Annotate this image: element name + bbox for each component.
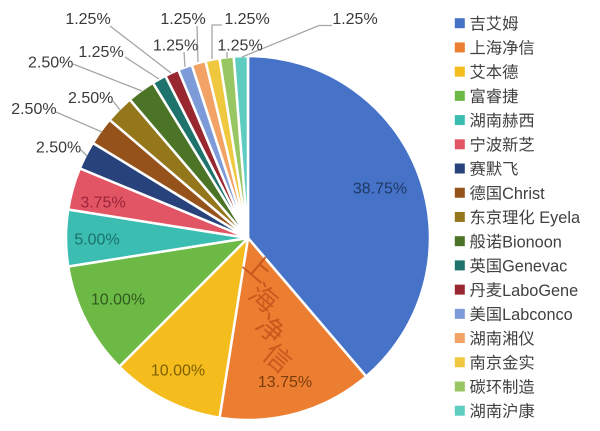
- svg-text:3.75%: 3.75%: [80, 195, 125, 212]
- svg-text:1.25%: 1.25%: [160, 11, 205, 28]
- svg-text:1.25%: 1.25%: [224, 11, 269, 28]
- svg-text:Genevac: Genevac: [502, 258, 567, 276]
- svg-text:2.50%: 2.50%: [68, 90, 113, 107]
- svg-text:Labconco: Labconco: [502, 306, 573, 324]
- svg-text:5.00%: 5.00%: [74, 232, 119, 249]
- svg-text:1.25%: 1.25%: [217, 38, 262, 55]
- svg-text:1.25%: 1.25%: [65, 11, 110, 28]
- svg-text:1.25%: 1.25%: [332, 11, 377, 28]
- svg-text:38.75%: 38.75%: [353, 181, 407, 198]
- svg-text:10.00%: 10.00%: [151, 363, 205, 380]
- svg-text:Christ: Christ: [502, 185, 545, 203]
- svg-text:LaboGene: LaboGene: [502, 282, 578, 300]
- svg-text:2.50%: 2.50%: [36, 139, 81, 156]
- svg-text:13.75%: 13.75%: [258, 374, 312, 391]
- svg-text:1.25%: 1.25%: [153, 38, 198, 55]
- svg-text:Bionoon: Bionoon: [502, 233, 562, 251]
- svg-text:2.50%: 2.50%: [11, 101, 56, 118]
- svg-text:1.25%: 1.25%: [78, 44, 123, 61]
- svg-text:10.00%: 10.00%: [91, 292, 145, 309]
- svg-text:Eyela: Eyela: [539, 209, 581, 227]
- svg-text:2.50%: 2.50%: [28, 55, 73, 72]
